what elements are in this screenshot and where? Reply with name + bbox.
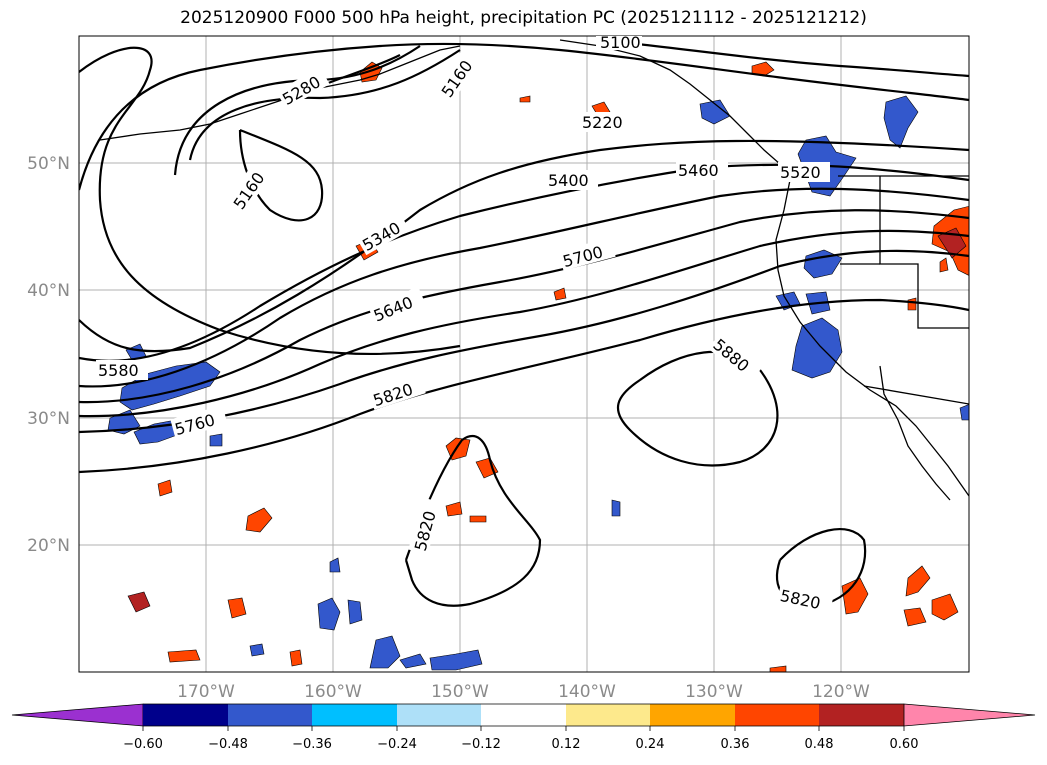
contour-label-5460: 5460: [678, 161, 719, 180]
colorbar-segment: [735, 704, 819, 726]
lat-label-20n: 20°N: [27, 536, 70, 556]
colorbar-segment: [312, 704, 397, 726]
lon-label-160w: 160°W: [304, 682, 362, 702]
longitude-labels: 170°W 160°W 150°W 140°W 130°W 120°W: [177, 682, 870, 702]
colorbar-segment: [819, 704, 904, 726]
colorbar-segment: [397, 704, 481, 726]
colorbar: −0.60 −0.48 −0.36 −0.24 −0.12 0.12 0.24 …: [11, 703, 1036, 752]
colorbar-tick-label: −0.48: [208, 737, 248, 752]
colorbar-tick-label: 0.24: [636, 737, 665, 752]
colorbar-tick-label: 0.36: [721, 737, 750, 752]
colorbar-min-extend: [11, 703, 144, 727]
precipitation-areas: [107, 61, 969, 672]
colorbar-segment: [481, 704, 566, 726]
colorbar-max-extend: [903, 703, 1036, 727]
colorbar-segment: [566, 704, 650, 726]
colorbar-tick-label: −0.12: [461, 737, 501, 752]
map-frame: [78, 35, 970, 673]
colorbar-segment: [143, 704, 228, 726]
colorbar-segment: [228, 704, 312, 726]
latitude-labels: 50°N 40°N 30°N 20°N: [27, 154, 70, 556]
contour-label-5580: 5580: [98, 361, 139, 380]
contour-label-5100: 5100: [600, 33, 641, 52]
lon-label-150w: 150°W: [431, 682, 489, 702]
contour-label-5220: 5220: [582, 113, 623, 132]
colorbar-segment: [650, 704, 735, 726]
colorbar-tick-label: 0.48: [805, 737, 834, 752]
lon-label-170w: 170°W: [177, 682, 235, 702]
lat-label-40n: 40°N: [27, 281, 70, 301]
map-title: 2025120900 F000 500 hPa height, precipit…: [180, 8, 867, 28]
colorbar-tick-label: 0.12: [552, 737, 581, 752]
lon-label-140w: 140°W: [558, 682, 616, 702]
lat-label-50n: 50°N: [27, 154, 70, 174]
colorbar-tick-label: −0.36: [292, 737, 332, 752]
contour-label-5400: 5400: [548, 171, 589, 190]
lon-label-120w: 120°W: [812, 682, 870, 702]
colorbar-tick-label: −0.24: [377, 737, 417, 752]
contour-label-5520: 5520: [780, 163, 821, 182]
lat-label-30n: 30°N: [27, 409, 70, 429]
colorbar-tick-label: −0.60: [123, 737, 163, 752]
colorbar-tick-label: 0.60: [890, 737, 919, 752]
lon-label-130w: 130°W: [685, 682, 743, 702]
